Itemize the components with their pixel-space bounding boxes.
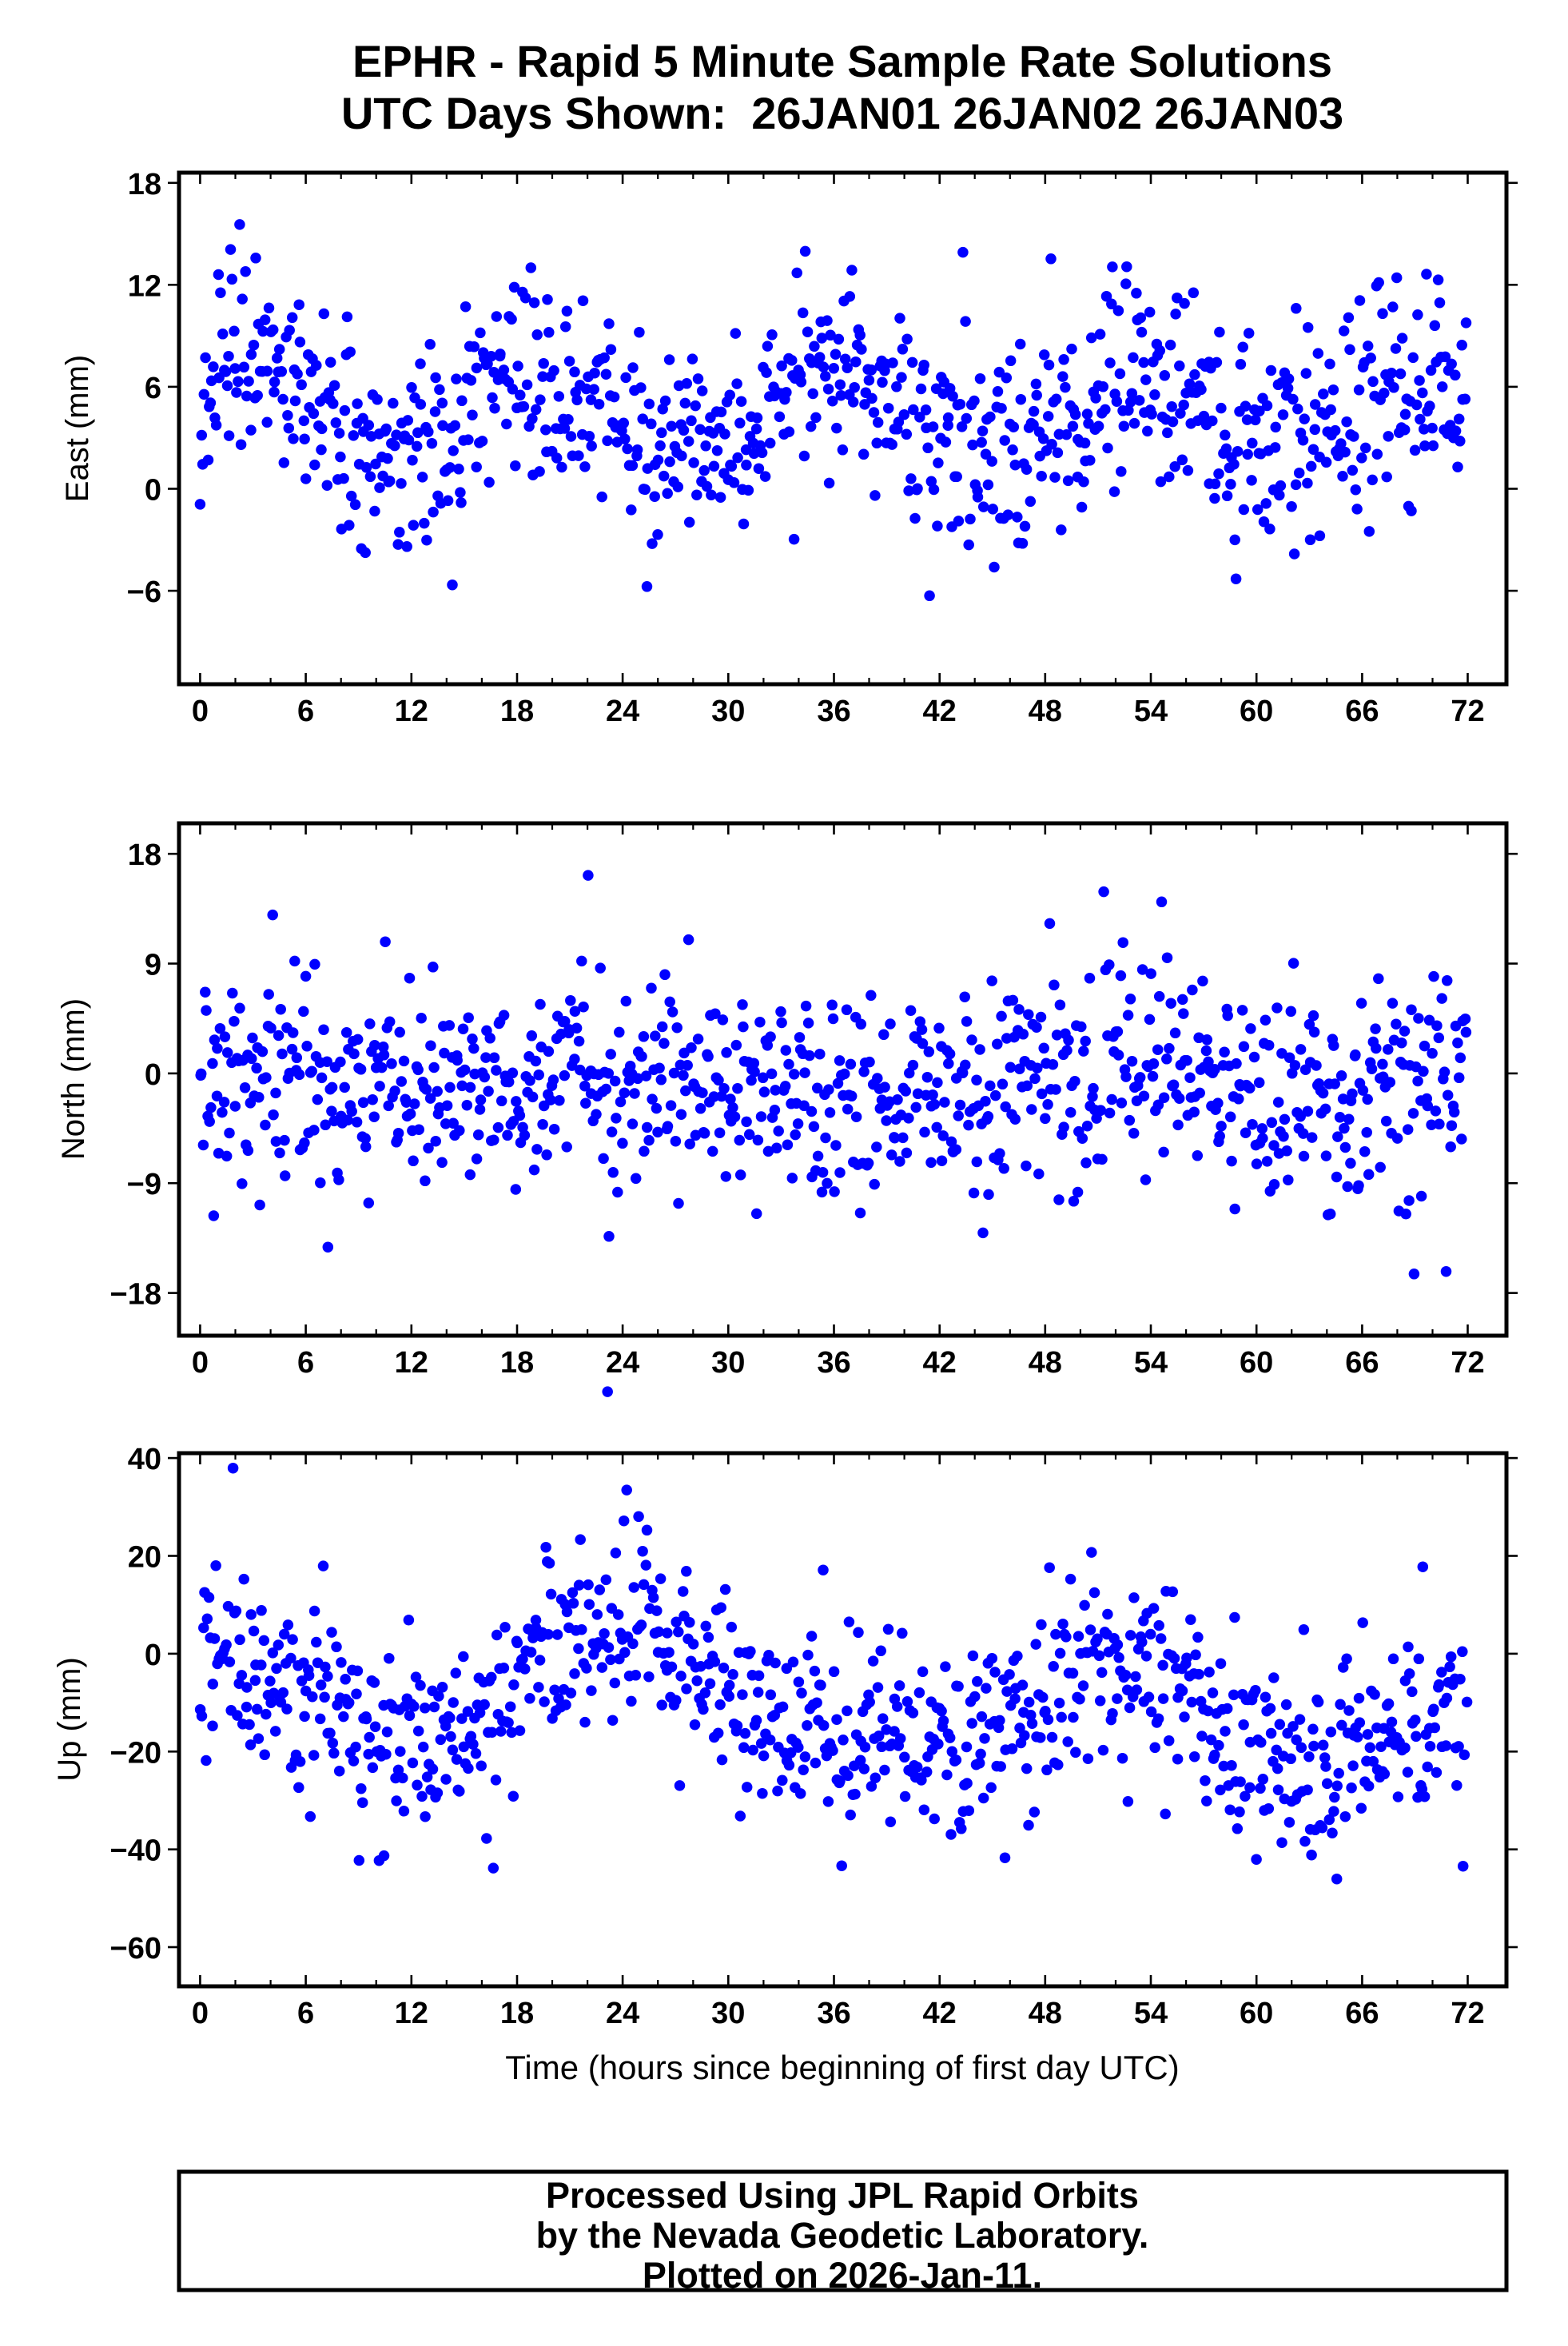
svg-text:42: 42	[923, 1346, 957, 1380]
svg-text:6: 6	[297, 1346, 314, 1380]
svg-text:18: 18	[500, 1997, 534, 2030]
svg-text:24: 24	[606, 695, 639, 728]
svg-text:36: 36	[817, 1346, 850, 1380]
svg-text:72: 72	[1451, 695, 1484, 728]
svg-text:42: 42	[923, 1997, 957, 2030]
svg-text:East (mm): East (mm)	[60, 355, 95, 502]
svg-text:0: 0	[192, 1997, 209, 2030]
svg-text:54: 54	[1134, 695, 1168, 728]
svg-text:48: 48	[1029, 1997, 1062, 2030]
svg-text:12: 12	[395, 695, 428, 728]
svg-text:48: 48	[1029, 695, 1062, 728]
svg-text:0: 0	[145, 474, 161, 508]
svg-text:0: 0	[192, 695, 209, 728]
svg-text:36: 36	[817, 695, 850, 728]
svg-text:60: 60	[1240, 1997, 1273, 2030]
svg-text:12: 12	[395, 1346, 428, 1380]
svg-text:6: 6	[145, 372, 161, 405]
svg-text:6: 6	[297, 1997, 314, 2030]
svg-text:9: 9	[145, 949, 161, 982]
svg-text:12: 12	[128, 269, 161, 303]
svg-text:72: 72	[1451, 1346, 1484, 1380]
svg-text:30: 30	[711, 1346, 745, 1380]
svg-text:6: 6	[297, 695, 314, 728]
svg-text:0: 0	[145, 1639, 161, 1672]
svg-text:20: 20	[128, 1541, 161, 1575]
svg-text:−20: −20	[110, 1736, 161, 1770]
svg-text:24: 24	[606, 1346, 639, 1380]
svg-text:0: 0	[145, 1058, 161, 1092]
svg-text:66: 66	[1345, 1346, 1379, 1380]
svg-text:30: 30	[711, 1997, 745, 2030]
svg-text:−9: −9	[127, 1168, 161, 1201]
svg-text:Processed Using JPL Rapid Orbi: Processed Using JPL Rapid Orbits	[546, 2175, 1139, 2216]
svg-text:18: 18	[500, 695, 534, 728]
svg-text:60: 60	[1240, 1346, 1273, 1380]
svg-text:by the Nevada Geodetic Laborat: by the Nevada Geodetic Laboratory.	[536, 2215, 1149, 2256]
svg-text:0: 0	[192, 1346, 209, 1380]
svg-text:60: 60	[1240, 695, 1273, 728]
svg-text:UTC Days Shown: 26JAN01 26JAN: UTC Days Shown: 26JAN01 26JAN02 26JAN03	[341, 88, 1343, 138]
svg-text:54: 54	[1134, 1997, 1168, 2030]
svg-text:EPHR - Rapid 5 Minute Sample R: EPHR - Rapid 5 Minute Sample Rate Soluti…	[352, 36, 1332, 86]
svg-text:18: 18	[128, 168, 161, 201]
svg-text:−40: −40	[110, 1834, 161, 1868]
svg-text:72: 72	[1451, 1997, 1484, 2030]
svg-text:48: 48	[1029, 1346, 1062, 1380]
svg-text:30: 30	[711, 695, 745, 728]
svg-text:66: 66	[1345, 1997, 1379, 2030]
svg-text:42: 42	[923, 695, 957, 728]
svg-text:−18: −18	[110, 1278, 161, 1312]
svg-text:54: 54	[1134, 1346, 1168, 1380]
svg-text:18: 18	[500, 1346, 534, 1380]
svg-text:24: 24	[606, 1997, 639, 2030]
svg-text:Plotted on 2026-Jan-11.: Plotted on 2026-Jan-11.	[643, 2255, 1042, 2296]
svg-text:12: 12	[395, 1997, 428, 2030]
svg-text:36: 36	[817, 1997, 850, 2030]
svg-text:66: 66	[1345, 695, 1379, 728]
svg-text:40: 40	[128, 1443, 161, 1476]
svg-text:Time (hours since beginning of: Time (hours since beginning of first day…	[505, 2049, 1179, 2086]
svg-text:−60: −60	[110, 1932, 161, 1966]
svg-text:Up (mm): Up (mm)	[52, 1657, 87, 1782]
svg-text:18: 18	[128, 838, 161, 872]
svg-text:−6: −6	[127, 576, 161, 609]
svg-text:North (mm): North (mm)	[56, 998, 91, 1160]
